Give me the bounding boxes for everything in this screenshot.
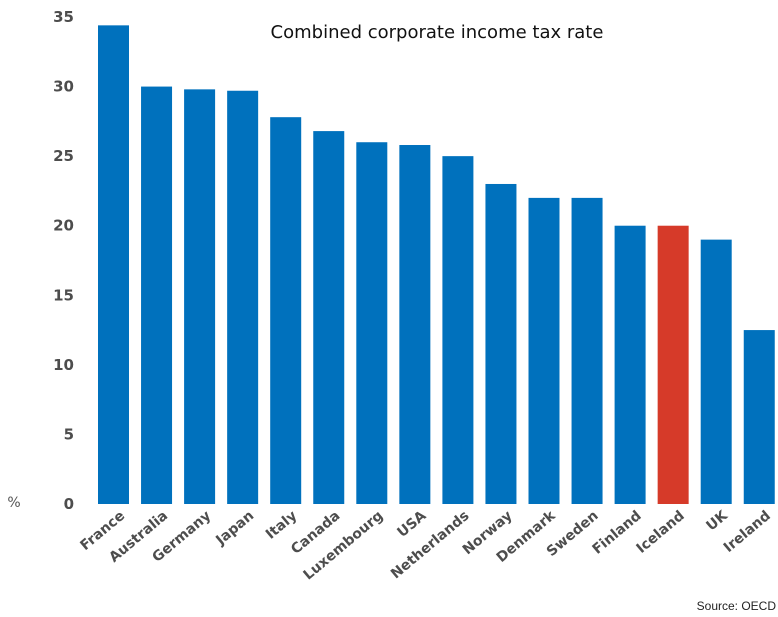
x-tick-label: Luxembourg <box>301 508 387 584</box>
y-tick-label: 5 <box>64 425 74 443</box>
x-tick-label: Ireland <box>721 508 774 556</box>
bar-sweden <box>571 197 603 504</box>
y-tick-label: 35 <box>53 8 74 26</box>
bar-denmark <box>528 197 560 504</box>
x-tick-label: Iceland <box>634 508 688 557</box>
bar-germany <box>184 89 216 505</box>
bar-usa <box>399 145 431 505</box>
bar-ireland <box>743 330 775 504</box>
y-tick-label: 15 <box>53 286 74 304</box>
bar-canada <box>313 131 345 504</box>
x-tick-label: Italy <box>263 508 300 543</box>
bar-italy <box>270 117 302 504</box>
x-tick-label: Japan <box>212 508 257 549</box>
chart-title: Combined corporate income tax rate <box>271 22 604 43</box>
x-tick-label: USA <box>394 508 429 541</box>
y-tick-label: 10 <box>53 356 74 374</box>
bar-norway <box>485 183 517 504</box>
y-tick-label: 0 <box>64 495 74 513</box>
bar-iceland <box>657 225 689 504</box>
bar-japan <box>227 90 259 504</box>
y-tick-label: 25 <box>53 147 74 165</box>
bars <box>98 25 775 505</box>
bar-uk <box>700 239 732 504</box>
y-tick-label: 20 <box>53 217 74 235</box>
y-tick-label: 30 <box>53 78 74 96</box>
y-axis-ticks: 0 5 10 15 20 25 30 35 <box>53 8 74 513</box>
x-tick-label: Finland <box>590 508 645 558</box>
bar-australia <box>141 86 173 505</box>
bar-france <box>98 25 129 504</box>
bar-luxembourg <box>356 142 388 504</box>
source-note: Source: OECD <box>697 599 777 613</box>
x-tick-label: UK <box>703 507 731 534</box>
unit-label: % <box>7 495 20 511</box>
bar-netherlands <box>442 156 474 504</box>
bar-finland <box>614 225 646 504</box>
